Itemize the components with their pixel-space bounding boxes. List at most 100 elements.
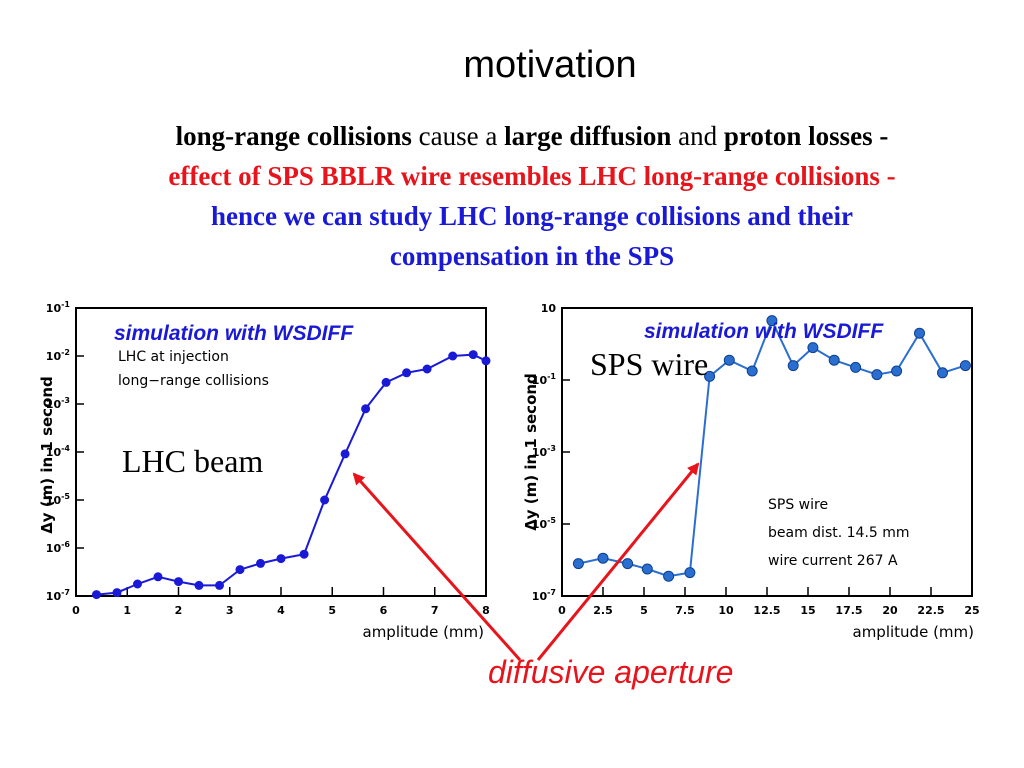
- x-tick-label: 25: [964, 604, 979, 617]
- data-point: [174, 577, 183, 587]
- data-point: [153, 572, 163, 582]
- y-tick-label: 10-5: [46, 492, 71, 507]
- x-tick-label: 15: [800, 604, 815, 617]
- phrase-proton-losses: proton losses: [723, 121, 873, 151]
- data-point: [891, 365, 903, 377]
- arrow-to-right-chart: [536, 462, 700, 661]
- y-tick-label: 10: [541, 302, 557, 315]
- diffusive-aperture-label: diffusive aperture: [488, 654, 734, 690]
- x-tick-label: 10: [718, 604, 734, 617]
- chart-right-inner-line-2: beam dist. 14.5 mm: [768, 525, 910, 541]
- data-point: [468, 350, 478, 360]
- data-point: [320, 495, 330, 505]
- chart-right-ylabel: Δy (m) in 1 second: [522, 373, 540, 531]
- data-point: [361, 404, 371, 414]
- chart-right-overlay-title: simulation with WSDIFF: [644, 320, 884, 343]
- data-point: [133, 579, 142, 589]
- data-point: [422, 364, 432, 374]
- chart-left-big-label: LHC beam: [122, 443, 263, 479]
- x-tick-label: 2.5: [593, 604, 613, 617]
- statement-line-4: compensation in the SPS: [389, 241, 675, 271]
- data-point: [704, 370, 716, 382]
- x-tick-label: 20: [882, 604, 898, 617]
- x-tick-label: 3: [226, 604, 234, 617]
- data-point: [215, 580, 224, 590]
- x-tick-label: 4: [277, 604, 285, 617]
- chart-left-inner-line-2: long−range collisions: [118, 373, 269, 389]
- x-tick-label: 5: [328, 604, 336, 617]
- y-tick-label: 10-3: [46, 396, 70, 411]
- data-point: [723, 354, 735, 366]
- y-tick-label: 10-7: [532, 588, 556, 603]
- data-point: [850, 361, 862, 373]
- x-tick-label: 17.5: [835, 604, 862, 617]
- statement-line-3: hence we can study LHC long-range collis…: [210, 201, 854, 231]
- x-tick-label: 12.5: [753, 604, 780, 617]
- y-tick-label: 10-1: [532, 372, 557, 387]
- arrow-to-left-chart: [352, 472, 522, 661]
- data-point: [572, 558, 584, 570]
- data-point: [684, 567, 696, 579]
- data-point: [766, 315, 778, 327]
- data-point: [641, 563, 653, 575]
- data-point: [807, 342, 819, 354]
- y-tick-label: 10-7: [46, 588, 70, 603]
- phrase-cause: cause a: [411, 121, 505, 151]
- slide-title: motivation: [463, 44, 637, 86]
- data-point: [256, 558, 265, 568]
- data-point: [787, 360, 799, 372]
- data-point: [959, 360, 971, 372]
- phrase-large-diffusion: large diffusion: [504, 121, 672, 151]
- chart-right-xlabel: amplitude (mm): [853, 623, 975, 641]
- x-tick-label: 5: [640, 604, 648, 617]
- chart-left-inner-line-1: LHC at injection: [118, 349, 229, 365]
- chart-right-inner-line-3: wire current 267 A: [768, 553, 898, 569]
- chart-left-y-axis: 10-1 10-2 10-3 10-4 10-5 10-6 10-7: [46, 300, 84, 603]
- chart-right-x-axis: 0 2.5 5 7.5 10 12.5 15 17.5 20 22.5 25: [558, 587, 980, 617]
- phrase-and: and: [671, 121, 724, 151]
- y-tick-label: 10-6: [46, 540, 71, 555]
- data-point: [92, 590, 101, 600]
- data-point: [194, 580, 204, 590]
- data-point: [871, 369, 883, 381]
- y-tick-label: 10-1: [46, 300, 71, 315]
- x-tick-label: 1: [123, 604, 131, 617]
- y-tick-label: 10-3: [532, 444, 556, 459]
- chart-left-xlabel: amplitude (mm): [363, 623, 485, 641]
- data-point: [448, 351, 458, 361]
- phrase-long-range: long-range collisions: [175, 121, 412, 151]
- data-point: [663, 570, 675, 582]
- data-point: [381, 377, 391, 387]
- x-tick-label: 0: [72, 604, 80, 617]
- x-tick-label: 2: [175, 604, 183, 617]
- x-tick-label: 7.5: [675, 604, 695, 617]
- data-point: [746, 365, 758, 377]
- data-point: [481, 356, 491, 366]
- data-point: [914, 327, 925, 339]
- y-tick-label: 10-2: [46, 348, 70, 363]
- statement-line-2: effect of SPS BBLR wire resembles LHC lo…: [168, 161, 896, 191]
- y-tick-label: 10-4: [46, 444, 71, 459]
- data-point: [340, 449, 350, 459]
- data-point: [276, 554, 286, 564]
- chart-left: 10-1 10-2 10-3 10-4 10-5 10-6 10-7 0 1 2 3 4 5 6 7 8 s…: [38, 300, 491, 641]
- chart-left-ylabel: Δy (m) in 1 second: [38, 376, 56, 534]
- data-point: [597, 552, 609, 564]
- phrase-dash: -: [872, 121, 889, 151]
- x-tick-label: 8: [482, 604, 490, 617]
- chart-right-inner-line-1: SPS wire: [768, 497, 828, 513]
- chart-left-x-axis: 0 1 2 3 4 5 6 7 8: [72, 587, 490, 617]
- x-tick-label: 0: [558, 604, 566, 617]
- x-tick-label: 7: [431, 604, 439, 617]
- data-point: [299, 549, 309, 559]
- chart-left-overlay-title: simulation with WSDIFF: [114, 322, 354, 345]
- statement-line-1: long-range collisions cause a large diff…: [40, 116, 1024, 156]
- statement: long-range collisions cause a large diff…: [40, 116, 1024, 276]
- chart-right-y-axis: 10 10-1 10-3 10-5 10-7: [532, 302, 570, 603]
- x-tick-label: 6: [380, 604, 388, 617]
- data-point: [828, 354, 840, 366]
- data-point: [622, 558, 634, 570]
- data-point: [235, 565, 245, 575]
- y-tick-label: 10-5: [532, 516, 557, 531]
